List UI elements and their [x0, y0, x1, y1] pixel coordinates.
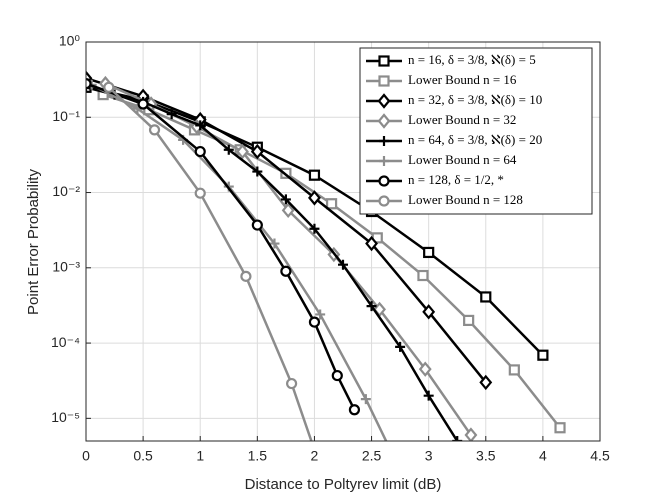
x-tick-label: 3 — [425, 448, 433, 464]
legend-label: n = 128, δ = 1/2, * — [408, 172, 504, 187]
marker — [464, 427, 478, 441]
y-axis-label: Point Error Probability — [25, 169, 42, 315]
marker — [479, 374, 493, 391]
legend: n = 16, δ = 3/8, ℵ(δ) = 5 Lower Bound n =… — [359, 47, 593, 215]
x-tick-label: 4 — [539, 448, 547, 464]
marker — [377, 93, 391, 109]
marker — [148, 124, 161, 136]
y-tick-label: 10⁻⁴ — [51, 334, 80, 350]
x-tick-label: 3.5 — [476, 448, 496, 464]
marker — [315, 309, 326, 320]
marker — [166, 109, 177, 120]
marker — [463, 314, 475, 327]
marker — [377, 113, 391, 129]
marker — [417, 269, 429, 282]
marker — [137, 98, 149, 110]
marker — [378, 195, 390, 207]
y-tick-label: 10⁻¹ — [52, 108, 80, 124]
marker — [309, 223, 320, 234]
x-tick-label: 4.5 — [590, 448, 610, 464]
x-tick-label: 0 — [82, 448, 90, 464]
marker — [331, 369, 343, 382]
plot-frame — [85, 41, 601, 442]
marker — [240, 270, 252, 282]
marker — [269, 238, 280, 249]
marker — [338, 259, 348, 270]
ticks: 0 0.5 1 1.5 2 2.5 3 3.5 4 4.5 10⁰ 10⁻¹ 10⁻² 10⁻³ 10⁻⁴ 1… — [51, 33, 610, 464]
x-axis-label: Distance to Poltyrev limit (dB) — [245, 476, 442, 493]
marker — [480, 291, 492, 303]
x-tick-label: 2 — [311, 448, 319, 464]
marker — [378, 75, 390, 87]
marker — [452, 436, 463, 441]
marker — [236, 143, 249, 160]
legend-box — [359, 47, 593, 215]
marker — [360, 394, 371, 405]
y-tick-label: 10⁻² — [52, 183, 80, 199]
marker — [508, 364, 520, 376]
legend-label: Lower Bound n = 128 — [408, 192, 523, 207]
marker — [223, 144, 234, 155]
series-line — [86, 82, 356, 411]
marker — [366, 301, 377, 312]
legend-label: n = 32, δ = 3/8, ℵ(δ) = 10 — [408, 92, 542, 107]
y-tick-label: 10⁻³ — [52, 259, 80, 275]
lines — [86, 70, 566, 441]
marker — [103, 81, 115, 93]
marker — [537, 349, 549, 361]
marker — [379, 156, 389, 166]
legend-label: n = 16, δ = 3/8, ℵ(δ) = 5 — [408, 52, 536, 67]
marker — [86, 78, 92, 90]
marker — [194, 145, 206, 158]
marker — [365, 235, 378, 252]
marker — [395, 341, 406, 352]
marker — [418, 361, 432, 377]
y-tick-label: 10⁻⁵ — [51, 409, 80, 425]
marker — [280, 265, 292, 277]
legend-label: Lower Bound n = 32 — [408, 112, 516, 127]
marker — [250, 143, 264, 160]
marker — [195, 120, 206, 131]
x-tick-label: 0.5 — [133, 448, 153, 464]
marker — [348, 404, 361, 416]
marker — [423, 390, 434, 401]
marker — [379, 136, 389, 146]
marker — [252, 166, 263, 177]
marker — [281, 202, 295, 219]
marker — [422, 304, 436, 320]
marker — [308, 169, 321, 181]
series-line — [91, 83, 388, 441]
marker — [423, 246, 435, 259]
legend-label: Lower Bound n = 16 — [408, 72, 517, 87]
marker — [325, 198, 338, 210]
x-tick-label: 2.5 — [362, 448, 382, 464]
marker — [286, 377, 298, 390]
marker — [308, 316, 321, 328]
marker — [308, 190, 321, 206]
marker — [554, 422, 566, 434]
marker — [280, 194, 291, 205]
marker — [378, 175, 390, 187]
marker — [378, 55, 390, 67]
legend-label: n = 64, δ = 3/8, ℵ(δ) = 20 — [408, 132, 542, 147]
x-tick-label: 1.5 — [248, 448, 268, 464]
series-line — [107, 86, 313, 441]
x-tick-label: 1 — [196, 448, 204, 464]
marker — [194, 187, 206, 199]
legend-label: Lower Bound n = 64 — [408, 152, 517, 167]
marker — [251, 219, 263, 231]
y-tick-label: 10⁰ — [59, 33, 81, 49]
